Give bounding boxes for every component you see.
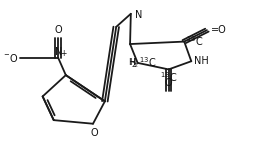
Text: +: + bbox=[61, 49, 67, 58]
Text: N: N bbox=[135, 10, 143, 20]
Text: $^{13}$C: $^{13}$C bbox=[139, 55, 156, 69]
Text: $^{13}$C: $^{13}$C bbox=[160, 70, 177, 84]
Text: 2: 2 bbox=[133, 63, 137, 68]
Text: 2: 2 bbox=[131, 62, 136, 67]
Text: H: H bbox=[128, 58, 135, 67]
Text: H: H bbox=[129, 58, 136, 66]
Text: $^{-}$O: $^{-}$O bbox=[3, 52, 19, 64]
Text: O: O bbox=[165, 78, 172, 88]
Text: NH: NH bbox=[194, 56, 209, 66]
Text: O: O bbox=[91, 128, 98, 138]
Text: O: O bbox=[54, 25, 62, 35]
Text: $^{13}$C: $^{13}$C bbox=[186, 35, 204, 49]
Text: N: N bbox=[55, 47, 62, 57]
Text: =O: =O bbox=[211, 25, 227, 35]
